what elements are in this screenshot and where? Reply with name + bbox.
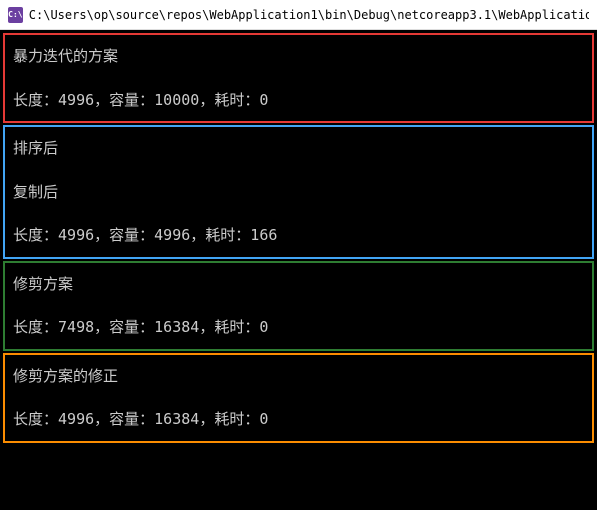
stat-length-value: 4996 (58, 91, 94, 109)
block-stats: 长度：4996，容量：16384，耗时：0 (13, 408, 584, 431)
stat-length-value: 4996 (58, 226, 94, 244)
stat-time-label: ，耗时： (199, 318, 259, 336)
stat-time-label: ，耗时： (199, 91, 259, 109)
blank-line (13, 160, 584, 181)
window-title: C:\Users\op\source\repos\WebApplication1… (29, 8, 589, 22)
blank-line (13, 295, 584, 316)
output-block-brute-force: 暴力迭代的方案 长度：4996，容量：10000，耗时：0 (3, 33, 594, 123)
stat-time-label: ，耗时： (199, 410, 259, 428)
stat-capacity-value: 4996 (154, 226, 190, 244)
block-title: 修剪方案的修正 (13, 365, 584, 388)
app-icon: C:\ (8, 7, 23, 23)
stat-capacity-value: 16384 (154, 410, 199, 428)
block-title: 暴力迭代的方案 (13, 45, 584, 68)
stat-time-label: ，耗时： (190, 226, 250, 244)
stat-capacity-value: 10000 (154, 91, 199, 109)
stat-length-value: 4996 (58, 410, 94, 428)
stat-length-label: 长度： (13, 226, 58, 244)
blank-line (13, 203, 584, 224)
blank-line (13, 387, 584, 408)
block-title: 修剪方案 (13, 273, 584, 296)
block-stats: 长度：4996，容量：4996，耗时：166 (13, 224, 584, 247)
stat-length-value: 7498 (58, 318, 94, 336)
stat-time-value: 166 (250, 226, 277, 244)
stat-length-label: 长度： (13, 410, 58, 428)
stat-capacity-label: ，容量： (94, 318, 154, 336)
output-block-trim: 修剪方案 长度：7498，容量：16384，耗时：0 (3, 261, 594, 351)
stat-capacity-label: ，容量： (94, 91, 154, 109)
stat-time-value: 0 (259, 91, 268, 109)
stat-capacity-label: ，容量： (94, 410, 154, 428)
block-stats: 长度：4996，容量：10000，耗时：0 (13, 89, 584, 112)
app-icon-text: C:\ (8, 11, 22, 19)
console-output: 暴力迭代的方案 长度：4996，容量：10000，耗时：0 排序后 复制后 长度… (0, 30, 597, 448)
block-extra-line: 复制后 (13, 181, 584, 204)
stat-capacity-label: ，容量： (94, 226, 154, 244)
stat-time-value: 0 (259, 318, 268, 336)
stat-time-value: 0 (259, 410, 268, 428)
stat-length-label: 长度： (13, 91, 58, 109)
output-block-sorted: 排序后 复制后 长度：4996，容量：4996，耗时：166 (3, 125, 594, 259)
stat-length-label: 长度： (13, 318, 58, 336)
block-title: 排序后 (13, 137, 584, 160)
block-stats: 长度：7498，容量：16384，耗时：0 (13, 316, 584, 339)
blank-line (13, 68, 584, 89)
output-block-trim-fixed: 修剪方案的修正 长度：4996，容量：16384，耗时：0 (3, 353, 594, 443)
stat-capacity-value: 16384 (154, 318, 199, 336)
window-titlebar[interactable]: C:\ C:\Users\op\source\repos\WebApplicat… (0, 0, 597, 30)
